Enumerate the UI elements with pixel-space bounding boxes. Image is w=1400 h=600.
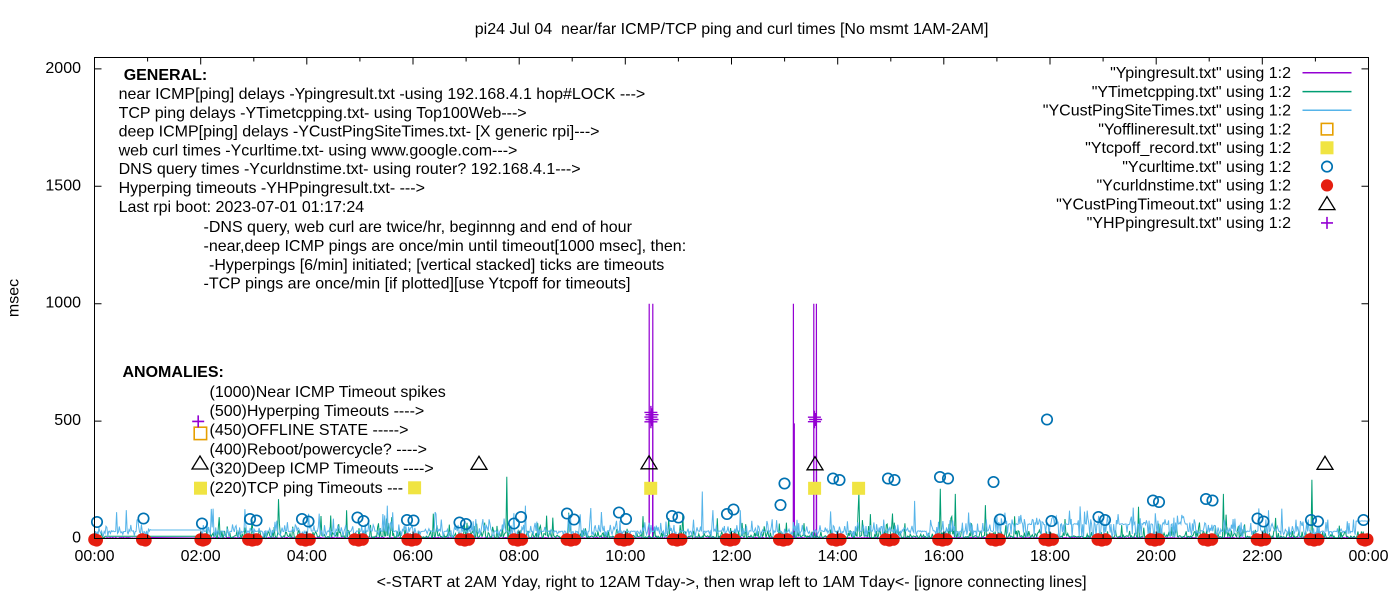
svg-text:20:00: 20:00: [1136, 548, 1176, 565]
svg-text:"YTimetcpping.txt" using 1:2: "YTimetcpping.txt" using 1:2: [1092, 84, 1291, 101]
svg-text:2000: 2000: [45, 60, 81, 77]
svg-text:web curl times -Ycurltime.txt-: web curl times -Ycurltime.txt- using www…: [118, 142, 518, 159]
svg-text:near ICMP[ping] delays -Ypingr: near ICMP[ping] delays -Ypingresult.txt …: [119, 86, 646, 103]
svg-text:Last rpi boot: 2023-07-01 01:1: Last rpi boot: 2023-07-01 01:17:24: [119, 199, 365, 216]
svg-text:22:00: 22:00: [1242, 548, 1282, 565]
svg-text:"Yofflineresult.txt" using 1:2: "Yofflineresult.txt" using 1:2: [1098, 121, 1291, 138]
svg-text:0: 0: [72, 530, 81, 547]
svg-text:GENERAL:: GENERAL:: [124, 67, 208, 84]
svg-text:18:00: 18:00: [1030, 548, 1070, 565]
svg-text:500: 500: [54, 412, 81, 429]
svg-text:"YCustPingSiteTimes.txt" using: "YCustPingSiteTimes.txt" using 1:2: [1043, 103, 1291, 120]
svg-text:00:00: 00:00: [74, 548, 114, 565]
svg-text:(450)OFFLINE STATE ----->: (450)OFFLINE STATE ----->: [210, 422, 409, 439]
svg-text:"Ytcpoff_record.txt" using 1:2: "Ytcpoff_record.txt" using 1:2: [1085, 140, 1291, 157]
svg-text:(1000)Near ICMP Timeout spikes: (1000)Near ICMP Timeout spikes: [210, 384, 446, 401]
svg-text:06:00: 06:00: [393, 548, 433, 565]
svg-text:"YHPpingresult.txt" using 1:2: "YHPpingresult.txt" using 1:2: [1087, 215, 1291, 232]
svg-text:<-START at 2AM Yday, right to: <-START at 2AM Yday, right to 12AM Tday-…: [377, 574, 1087, 591]
svg-text:"Ypingresult.txt" using 1:2: "Ypingresult.txt" using 1:2: [1110, 65, 1291, 82]
svg-text:deep ICMP[ping] delays -YCustP: deep ICMP[ping] delays -YCustPingSiteTim…: [119, 124, 600, 141]
svg-text:1500: 1500: [45, 177, 81, 194]
svg-text:DNS query times -Ycurldnstime.: DNS query times -Ycurldnstime.txt- using…: [119, 161, 581, 178]
svg-text:pi24 Jul 04 near/far ICMP/TCP: pi24 Jul 04 near/far ICMP/TCP ping and c…: [475, 21, 989, 38]
svg-text:"Ycurltime.txt" using 1:2: "Ycurltime.txt" using 1:2: [1122, 159, 1291, 176]
svg-text:16:00: 16:00: [924, 548, 964, 565]
svg-text:14:00: 14:00: [818, 548, 858, 565]
svg-text:-Hyperpings [6/min] initiated;: -Hyperpings [6/min] initiated; [vertical…: [209, 257, 664, 274]
svg-text:10:00: 10:00: [605, 548, 645, 565]
svg-text:"Ycurldnstime.txt" using 1:2: "Ycurldnstime.txt" using 1:2: [1096, 178, 1291, 195]
svg-text:(220)TCP ping Timeouts ---: (220)TCP ping Timeouts ---: [210, 480, 404, 497]
svg-text:12:00: 12:00: [711, 548, 751, 565]
svg-text:TCP ping delays -YTimetcpping.: TCP ping delays -YTimetcpping.txt- using…: [119, 105, 527, 122]
svg-text:-near,deep ICMP pings are once: -near,deep ICMP pings are once/min until…: [204, 238, 687, 255]
svg-text:-TCP pings are once/min [if pl: -TCP pings are once/min [if plotted][use…: [204, 276, 631, 293]
svg-text:(320)Deep ICMP Timeouts ---->: (320)Deep ICMP Timeouts ---->: [210, 461, 434, 478]
svg-text:(500)Hyperping Timeouts ---->: (500)Hyperping Timeouts ---->: [210, 403, 425, 420]
svg-text:04:00: 04:00: [287, 548, 327, 565]
svg-text:Hyperping timeouts -YHPpingres: Hyperping timeouts -YHPpingresult.txt- -…: [119, 180, 425, 197]
svg-text:-DNS query, web curl are twice: -DNS query, web curl are twice/hr, begin…: [204, 219, 633, 236]
svg-text:08:00: 08:00: [499, 548, 539, 565]
svg-text:00:00: 00:00: [1348, 548, 1388, 565]
svg-text:"YCustPingTimeout.txt" using 1: "YCustPingTimeout.txt" using 1:2: [1056, 196, 1291, 213]
svg-text:ANOMALIES:: ANOMALIES:: [123, 364, 224, 381]
svg-text:(400)Reboot/powercycle? ---->: (400)Reboot/powercycle? ---->: [210, 441, 427, 458]
svg-text:msec: msec: [6, 279, 23, 317]
svg-text:02:00: 02:00: [181, 548, 221, 565]
svg-text:1000: 1000: [45, 295, 81, 312]
